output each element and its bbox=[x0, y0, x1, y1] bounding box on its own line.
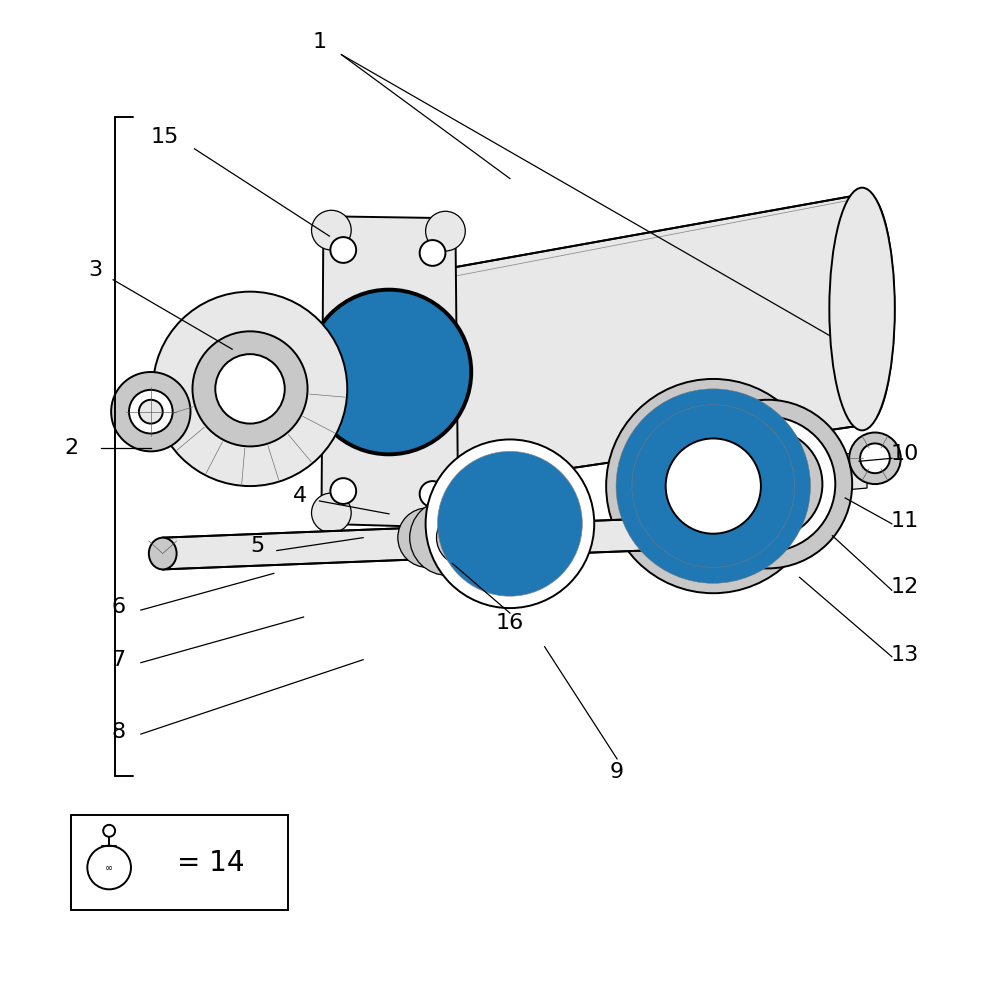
Circle shape bbox=[616, 389, 810, 583]
Circle shape bbox=[398, 508, 457, 567]
Circle shape bbox=[420, 481, 445, 507]
Circle shape bbox=[312, 210, 351, 250]
Text: 3: 3 bbox=[88, 260, 102, 280]
Circle shape bbox=[700, 417, 835, 552]
Polygon shape bbox=[619, 494, 698, 541]
Text: 7: 7 bbox=[111, 650, 125, 670]
Ellipse shape bbox=[829, 187, 895, 431]
Circle shape bbox=[215, 354, 285, 424]
Circle shape bbox=[330, 478, 356, 504]
Text: 9: 9 bbox=[610, 762, 624, 782]
Bar bbox=[71, 815, 288, 910]
Circle shape bbox=[139, 400, 163, 424]
Text: ∞: ∞ bbox=[105, 863, 113, 874]
Circle shape bbox=[330, 237, 356, 263]
Ellipse shape bbox=[369, 278, 423, 494]
Circle shape bbox=[103, 824, 115, 836]
Text: 15: 15 bbox=[151, 127, 179, 147]
Circle shape bbox=[606, 379, 820, 593]
Circle shape bbox=[462, 476, 558, 571]
Circle shape bbox=[129, 390, 173, 434]
Circle shape bbox=[639, 412, 788, 560]
Circle shape bbox=[426, 494, 465, 534]
Text: 10: 10 bbox=[891, 444, 919, 464]
Polygon shape bbox=[396, 193, 867, 494]
Text: 5: 5 bbox=[250, 536, 264, 556]
Circle shape bbox=[624, 397, 803, 575]
Polygon shape bbox=[793, 451, 867, 491]
Circle shape bbox=[339, 322, 438, 422]
Circle shape bbox=[437, 510, 492, 565]
Circle shape bbox=[307, 290, 471, 454]
Text: 6: 6 bbox=[111, 597, 125, 617]
Circle shape bbox=[666, 438, 761, 534]
Circle shape bbox=[426, 439, 594, 608]
Circle shape bbox=[410, 500, 485, 575]
Circle shape bbox=[652, 425, 775, 548]
Text: 13: 13 bbox=[891, 645, 919, 665]
Text: = 14: = 14 bbox=[177, 848, 244, 877]
Text: 8: 8 bbox=[111, 722, 125, 742]
Ellipse shape bbox=[840, 193, 894, 425]
Text: 4: 4 bbox=[293, 486, 307, 506]
Ellipse shape bbox=[149, 538, 177, 569]
Circle shape bbox=[426, 211, 465, 251]
Polygon shape bbox=[163, 518, 669, 569]
Circle shape bbox=[153, 292, 347, 486]
Circle shape bbox=[438, 451, 582, 596]
Circle shape bbox=[317, 301, 460, 443]
Circle shape bbox=[420, 240, 445, 266]
Circle shape bbox=[713, 430, 822, 539]
Circle shape bbox=[684, 400, 852, 568]
Circle shape bbox=[312, 493, 351, 533]
Text: 12: 12 bbox=[891, 577, 919, 597]
Text: 1: 1 bbox=[312, 32, 327, 52]
Text: 16: 16 bbox=[496, 613, 524, 633]
Circle shape bbox=[87, 845, 131, 889]
Text: 11: 11 bbox=[891, 511, 919, 531]
Circle shape bbox=[849, 433, 901, 484]
Circle shape bbox=[111, 372, 190, 451]
Circle shape bbox=[860, 443, 890, 473]
Circle shape bbox=[192, 331, 308, 446]
Polygon shape bbox=[321, 216, 458, 528]
Text: 2: 2 bbox=[64, 438, 79, 458]
Circle shape bbox=[632, 405, 795, 567]
